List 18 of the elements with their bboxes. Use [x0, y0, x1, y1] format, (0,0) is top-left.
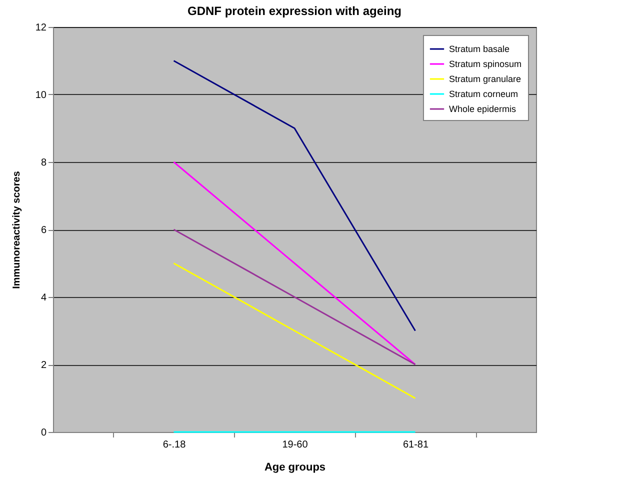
x-tick-label: 19-60: [282, 440, 308, 450]
x-axis-title: Age groups: [264, 462, 326, 474]
y-tick-label: 12: [35, 22, 47, 34]
y-tick-label: 8: [40, 158, 47, 168]
legend-label: Whole epidermis: [449, 104, 517, 114]
x-tick-label: 61-81: [402, 440, 429, 450]
legend-label: Stratum spinosum: [449, 59, 522, 69]
x-tick-label: 6-.18: [162, 440, 186, 450]
y-tick-label: 4: [40, 292, 47, 304]
legend-label: Stratum granulare: [449, 74, 522, 84]
y-axis-title: Immunoreactivity scores: [11, 170, 22, 289]
y-tick-label: 0: [40, 428, 47, 438]
y-tick-label: 2: [40, 360, 47, 371]
y-tick-label: 10: [35, 90, 47, 101]
chart-title: GDNF protein expression with ageing: [187, 4, 402, 18]
y-tick-label: 6: [40, 225, 47, 236]
legend-label: Stratum corneum: [449, 89, 518, 99]
legend-label: Stratum basale: [449, 44, 510, 54]
